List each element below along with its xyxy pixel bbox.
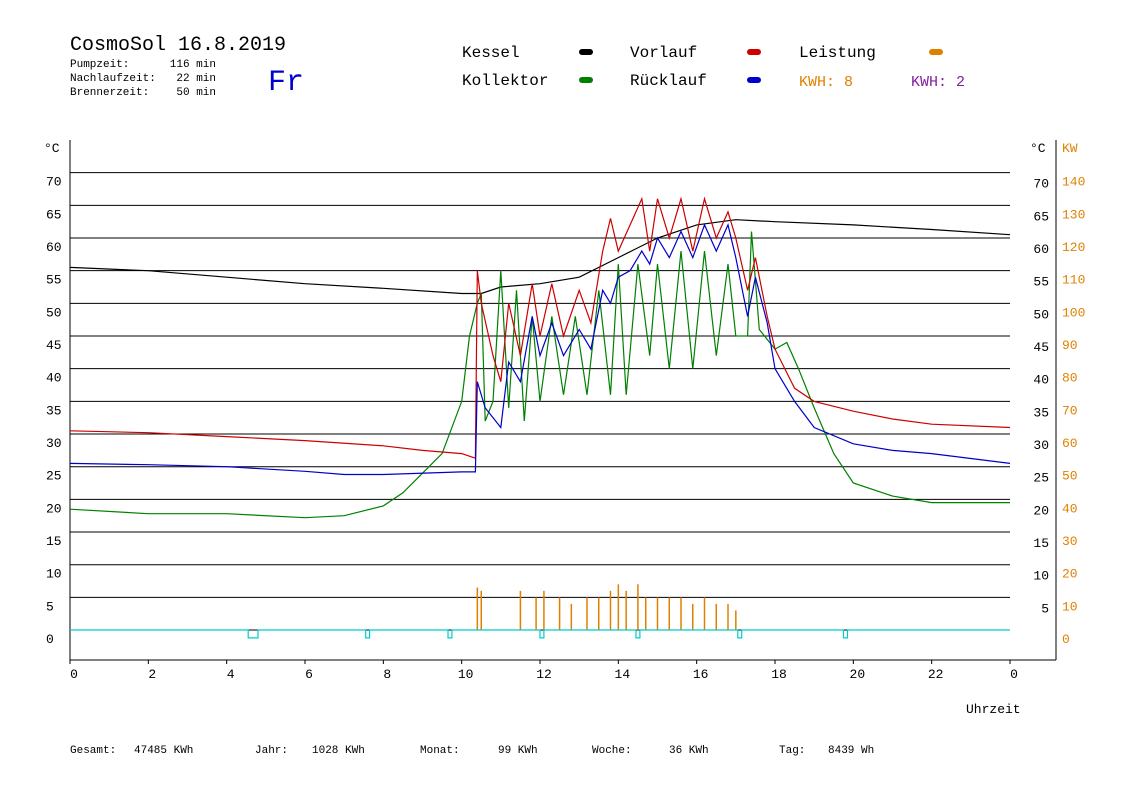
x-label: Uhrzeit [966,702,1021,717]
y-tick-label: 50 [46,305,62,320]
y-tick-label: 20 [46,501,62,516]
y2-tick-label: 140 [1062,175,1085,190]
x-tick-label: 16 [693,667,709,682]
kwh-label: KWH: 8 [799,74,853,91]
y-tick-label: 15 [46,534,62,549]
y-tick-label-right: 10 [1033,569,1049,584]
y2-tick-label: 10 [1062,599,1078,614]
y2-unit: KW [1062,141,1078,156]
series-line [69,196,1011,460]
y2-tick-label: 70 [1062,403,1078,418]
y-tick-label-right: 30 [1033,438,1049,453]
y-tick-label: 55 [46,273,62,288]
y-tick-label: 40 [46,371,62,386]
y-tick-label: 65 [46,207,62,222]
x-tick-label: 4 [227,667,235,682]
stat-label: Pumpzeit: [70,59,129,71]
y-tick-label-right: 35 [1033,405,1049,420]
x-tick-label: 20 [850,667,866,682]
y-unit: °C [44,141,60,156]
y-unit-right: °C [1030,141,1046,156]
y-tick-label: 5 [46,599,54,614]
x-tick-label: 18 [771,667,787,682]
y-tick-label: 45 [46,338,62,353]
kwh-label: KWH: 2 [911,74,965,91]
series-line [69,223,1011,476]
y2-tick-label: 110 [1062,273,1085,288]
y-tick-label: 10 [46,567,62,582]
footer-label: Monat: [420,745,460,757]
y-tick-label-right: 5 [1041,601,1049,616]
y2-tick-label: 120 [1062,240,1085,255]
y-tick-label: 60 [46,240,62,255]
x-tick-label: 10 [458,667,474,682]
x-tick-label: 22 [928,667,944,682]
stat-value: 116 min [170,59,216,71]
series-line [70,629,1010,639]
stat-value: 50 min [176,87,216,99]
y2-tick-label: 0 [1062,632,1070,647]
y-tick-label-right: 20 [1033,503,1049,518]
footer-value: 99 KWh [498,745,538,757]
y-tick-label-right: 50 [1033,307,1049,322]
series-line [69,219,1011,295]
legend-label: Vorlauf [630,44,697,62]
footer-value: 47485 KWh [134,745,193,757]
footer-value: 36 KWh [669,745,709,757]
y-tick-label-right: 60 [1033,242,1049,257]
y2-tick-label: 80 [1062,371,1078,386]
x-tick-label: 0 [70,667,78,682]
legend-label: Leistung [799,44,876,62]
chart-title: CosmoSol 16.8.2019 [70,34,286,57]
footer-label: Jahr: [255,745,288,757]
legend-label: Kessel [462,44,520,62]
footer-label: Tag: [779,745,805,757]
series-line [69,231,1010,519]
y-tick-label-right: 45 [1033,340,1049,355]
y2-tick-label: 50 [1062,469,1078,484]
y-tick-label-right: 65 [1033,209,1049,224]
y2-tick-label: 60 [1062,436,1078,451]
y-tick-label-right: 25 [1033,471,1049,486]
y-tick-label: 70 [46,175,62,190]
y-tick-label: 25 [46,469,62,484]
y-tick-label-right: 15 [1033,536,1049,551]
y-tick-label: 0 [46,632,54,647]
y-tick-label: 35 [46,403,62,418]
x-tick-label: 12 [536,667,552,682]
y2-tick-label: 130 [1062,207,1085,222]
legend-label: Rücklauf [630,72,707,90]
y2-tick-label: 30 [1062,534,1078,549]
legend-label: Kollektor [462,72,548,90]
stat-label: Brennerzeit: [70,87,149,99]
y-tick-label-right: 55 [1033,275,1049,290]
footer-value: 1028 KWh [312,745,365,757]
y-tick-label-right: 70 [1033,177,1049,192]
y2-tick-label: 90 [1062,338,1078,353]
x-tick-label: 6 [305,667,313,682]
stat-label: Nachlaufzeit: [70,73,156,85]
y-tick-label: 30 [46,436,62,451]
x-tick-label: 0 [1010,667,1018,682]
footer-label: Gesamt: [70,745,116,757]
y2-tick-label: 100 [1062,305,1085,320]
x-tick-label: 2 [148,667,156,682]
weekday: Fr [268,66,304,100]
y2-tick-label: 20 [1062,567,1078,582]
stat-value: 22 min [176,73,216,85]
y-tick-label-right: 40 [1033,373,1049,388]
footer-label: Woche: [592,745,632,757]
x-tick-label: 14 [615,667,631,682]
y2-tick-label: 40 [1062,501,1078,516]
x-tick-label: 8 [383,667,391,682]
footer-value: 8439 Wh [828,745,874,757]
